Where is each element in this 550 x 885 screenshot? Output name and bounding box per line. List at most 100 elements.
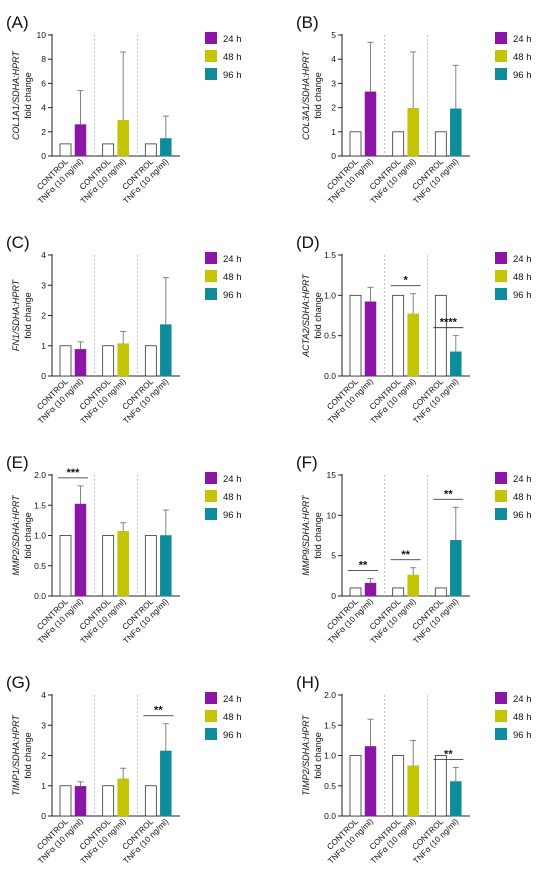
control-bar: [59, 143, 72, 157]
y-tick-label: 5: [331, 551, 336, 561]
legend-label: 48 h: [223, 712, 242, 723]
tnf-bar: [450, 781, 462, 817]
legend-swatch: [205, 728, 217, 740]
control-bar: [102, 143, 115, 157]
y-axis-unit-label: fold change: [23, 732, 33, 779]
y-tick-label: 0: [41, 811, 46, 821]
tnf-bar: [450, 108, 462, 157]
tnf-bar: [160, 750, 172, 817]
y-tick-label: 0.5: [324, 331, 336, 341]
y-axis-unit-label: fold change: [313, 732, 323, 779]
control-bar: [102, 535, 115, 597]
significance-label: ****: [440, 317, 458, 329]
significance-label: **: [154, 705, 163, 717]
control-bar: [102, 785, 115, 817]
legend-label: 24 h: [513, 34, 532, 45]
y-tick-label: 4: [41, 250, 46, 260]
legend-label: 96 h: [223, 730, 242, 741]
tnf-bar: [160, 324, 172, 377]
y-tick-label: 2.0: [34, 470, 46, 480]
y-axis-title: TIMP2/SDHA:HPRT fold change: [301, 714, 323, 796]
panel-label: (F): [296, 453, 318, 472]
y-tick-label: 2.0: [324, 690, 336, 700]
tnf-bar: [407, 108, 419, 157]
control-bar: [102, 345, 115, 377]
legend-label: 24 h: [513, 254, 532, 265]
y-axis-gene-label: TIMP1/SDHA:HPRT: [11, 714, 21, 796]
panel-e: (E) MMP2/SDHA:HPRT fold change 0.0 0.5 1.0 1.5…: [6, 453, 242, 646]
legend-swatch: [205, 50, 217, 62]
y-axis-title: ACTA2/SDHA:HPRT fold change: [301, 273, 323, 358]
legend-swatch: [205, 692, 217, 704]
legend-swatch: [205, 710, 217, 722]
legend-label: 96 h: [223, 290, 242, 301]
y-tick-label: 0: [331, 151, 336, 161]
y-tick-label: 0.0: [324, 811, 336, 821]
tnf-bar: [160, 535, 172, 597]
tnf-bar: [74, 786, 87, 817]
y-tick-label: 1.5: [324, 250, 336, 260]
y-axis-unit-label: fold change: [313, 72, 323, 119]
legend-swatch: [495, 32, 507, 44]
tnf-bar: [117, 531, 129, 597]
panel-label: (B): [296, 13, 319, 32]
control-bar: [434, 131, 447, 157]
panel-c: (C)FN1/SDHA:HPRT fold change01234CONTROLT…: [6, 233, 242, 426]
tnf-bar: [74, 503, 87, 597]
panel-label: (D): [296, 233, 320, 252]
control-bar: [392, 587, 405, 597]
significance-label: *: [404, 275, 409, 287]
y-tick-label: 0: [41, 151, 46, 161]
y-axis-title: COL1A1/SDHA:HPRT fold change: [11, 50, 33, 140]
tnf-bar: [364, 582, 377, 597]
legend-label: 48 h: [513, 712, 532, 723]
y-tick-label: 10: [37, 30, 47, 40]
y-tick-label: 0.5: [34, 561, 46, 571]
y-tick-label: 2: [41, 127, 46, 137]
legend-swatch: [205, 270, 217, 282]
y-axis-unit-label: fold change: [313, 292, 323, 339]
y-axis-gene-label: MMP2/SDHA:HPRT: [11, 494, 21, 576]
legend-label: 96 h: [223, 70, 242, 81]
significance-label: **: [359, 560, 368, 572]
y-axis-title: FN1/SDHA:HPRT fold change: [11, 278, 33, 351]
y-tick-label: 3: [331, 78, 336, 88]
y-tick-label: 1: [41, 341, 46, 351]
legend-label: 48 h: [223, 52, 242, 63]
y-axis-gene-label: ACTA2/SDHA:HPRT: [301, 273, 311, 358]
legend-label: 96 h: [513, 290, 532, 301]
tnf-bar: [450, 540, 462, 597]
significance-label: **: [444, 488, 453, 500]
y-tick-label: 2: [41, 311, 46, 321]
y-tick-label: 4: [41, 690, 46, 700]
y-tick-label: 0.5: [324, 781, 336, 791]
tnf-bar: [450, 351, 462, 377]
control-bar: [434, 755, 447, 817]
y-tick-label: 1.0: [324, 751, 336, 761]
y-tick-label: 3: [41, 720, 46, 730]
legend-label: 24 h: [223, 254, 242, 265]
y-tick-label: 6: [41, 78, 46, 88]
panel-label: (E): [6, 453, 29, 472]
legend-swatch: [205, 490, 217, 502]
legend-label: 24 h: [223, 474, 242, 485]
legend-label: 96 h: [223, 510, 242, 521]
legend-swatch: [495, 728, 507, 740]
legend-label: 48 h: [223, 272, 242, 283]
y-axis-gene-label: MMP9/SDHA:HPRT: [301, 494, 311, 576]
legend-swatch: [495, 252, 507, 264]
y-tick-label: 8: [41, 54, 46, 64]
panel-f: (F)MMP9/SDHA:HPRT fold change051015**CONT…: [296, 453, 532, 646]
legend-label: 48 h: [513, 52, 532, 63]
y-tick-label: 0: [331, 591, 336, 601]
control-bar: [144, 345, 157, 377]
control-bar: [434, 294, 447, 377]
significance-label: ***: [67, 467, 81, 479]
legend-swatch: [495, 490, 507, 502]
legend-label: 24 h: [513, 694, 532, 705]
y-tick-label: 4: [41, 103, 46, 113]
control-bar: [59, 785, 72, 817]
y-tick-label: 4: [331, 54, 336, 64]
y-tick-label: 1: [41, 781, 46, 791]
